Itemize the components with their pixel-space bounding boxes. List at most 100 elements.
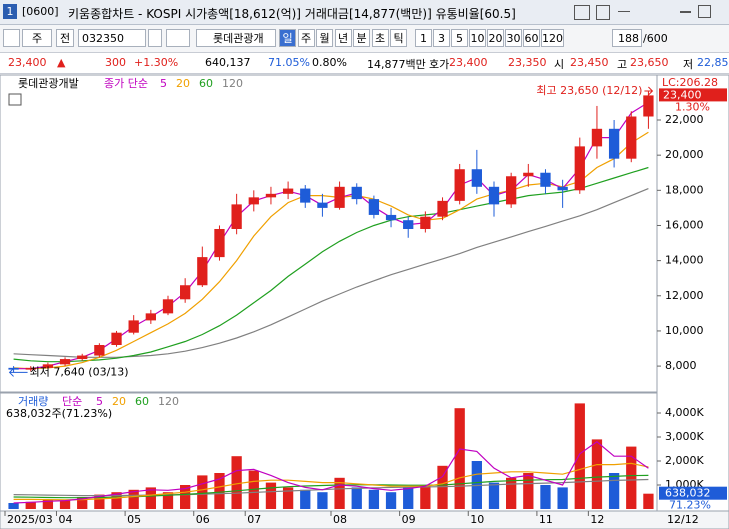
volume-bar	[437, 466, 447, 509]
volume-bar	[506, 478, 516, 509]
candle-body	[77, 356, 87, 360]
legend-entry: 20	[176, 77, 190, 90]
date-strip	[0, 511, 729, 529]
candle-body	[334, 187, 344, 208]
legend-prefix: 종가 단순	[104, 77, 148, 90]
volume-bar	[609, 473, 619, 509]
candle-body	[249, 197, 259, 204]
x-tick-label: 06	[196, 513, 210, 526]
y-tick-label: 3,000K	[665, 430, 704, 443]
y-tick-label: 12,000	[665, 289, 704, 302]
y-tick-label: 16,000	[665, 218, 704, 231]
y-tick-label: 10,000	[665, 324, 704, 337]
candle-body	[369, 199, 379, 215]
candle-body	[266, 194, 276, 198]
candle-body	[214, 229, 224, 257]
legend-entry: 20	[112, 395, 126, 408]
volume-bar	[455, 408, 465, 509]
volume-bar	[420, 485, 430, 509]
candle-body	[437, 201, 447, 217]
volume-bar	[523, 473, 533, 509]
candle-body	[180, 285, 190, 299]
candle-body	[472, 169, 482, 187]
candle-body	[420, 217, 430, 229]
low-annotation: 최저 7,640 (03/13)	[30, 365, 129, 378]
candle-body	[283, 189, 293, 194]
volume-badge-rate: 71.23%	[669, 499, 711, 512]
candle-body	[129, 320, 139, 332]
volume-bar	[317, 492, 327, 509]
candle-body	[403, 220, 413, 229]
volume-bar	[352, 487, 362, 509]
x-tick-label: 04	[58, 513, 72, 526]
price-badge-rate: 1.30%	[675, 100, 710, 113]
volume-bar	[557, 487, 567, 509]
volume-subtitle: 638,032주(71.23%)	[6, 407, 112, 420]
candle-body	[163, 299, 173, 313]
y-tick-label: 22,000	[665, 113, 704, 126]
volume-bar	[386, 492, 396, 509]
candle-body	[575, 146, 585, 190]
volume-bar	[231, 456, 241, 509]
y-tick-label: 2,000K	[665, 454, 704, 467]
y-tick-label: 18,000	[665, 183, 704, 196]
legend-title: 롯데관광개발	[18, 77, 79, 90]
volume-bar	[540, 485, 550, 509]
x-tick-label: 12	[590, 513, 604, 526]
high-annotation: 최고 23,650 (12/12)	[536, 84, 642, 97]
x-tick-label: 11	[539, 513, 553, 526]
candle-body	[592, 129, 602, 147]
y-tick-label: 8,000	[665, 359, 697, 372]
scale-label: LC:206.28	[662, 76, 718, 89]
x-tick-label: 05	[127, 513, 141, 526]
candle-body	[197, 257, 207, 285]
volume-bar	[592, 439, 602, 509]
volume-bar	[643, 494, 653, 509]
candle-body	[489, 187, 499, 205]
price-pane	[0, 75, 657, 392]
volume-bar	[8, 503, 18, 509]
candle-body	[317, 203, 327, 208]
volume-bar	[403, 487, 413, 509]
candle-body	[94, 345, 104, 356]
volume-bar	[300, 490, 310, 509]
candle-body	[609, 129, 619, 159]
x-tick-label: 07	[247, 513, 261, 526]
legend-entry: 120	[222, 77, 243, 90]
legend-entry: 120	[158, 395, 179, 408]
volume-bar	[489, 483, 499, 509]
candle-body	[300, 189, 310, 203]
candle-body	[626, 116, 636, 158]
y-tick-label: 14,000	[665, 254, 704, 267]
candle-body	[111, 333, 121, 345]
candle-body	[231, 204, 241, 229]
end-date: 12/12	[667, 513, 699, 526]
candle-body	[557, 187, 567, 191]
volume-bar	[197, 475, 207, 509]
candle-body	[643, 95, 653, 116]
volume-bar	[369, 490, 379, 509]
x-tick-label: 09	[402, 513, 416, 526]
candle-body	[386, 215, 396, 220]
y-tick-label: 20,000	[665, 148, 704, 161]
candle-body	[506, 176, 516, 204]
candle-body	[455, 169, 465, 201]
candle-body	[540, 173, 550, 187]
x-tick-label: 2025/03	[7, 513, 53, 526]
candle-body	[60, 359, 70, 364]
volume-bar	[266, 483, 276, 509]
candle-body	[352, 187, 362, 199]
x-tick-label: 08	[333, 513, 347, 526]
legend-entry: 60	[199, 77, 213, 90]
legend-entry: 5	[160, 77, 167, 90]
candle-body	[523, 173, 533, 177]
y-tick-label: 4,000K	[665, 406, 704, 419]
legend-entry: 60	[135, 395, 149, 408]
x-tick-label: 10	[470, 513, 484, 526]
legend-icon	[9, 94, 21, 105]
volume-bar	[575, 403, 585, 509]
volume-bar	[60, 501, 70, 509]
candle-body	[146, 313, 156, 320]
